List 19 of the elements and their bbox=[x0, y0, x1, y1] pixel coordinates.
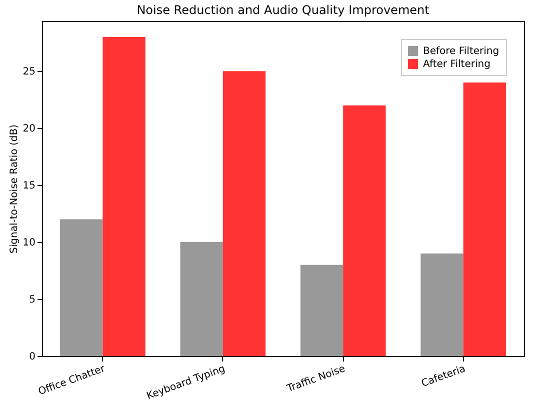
legend-label: Before Filtering bbox=[423, 46, 500, 57]
y-tick-label: 20 bbox=[22, 124, 36, 135]
bar bbox=[102, 36, 146, 356]
y-tick-label: 0 bbox=[29, 352, 36, 362]
x-tick-label: Traffic Noise bbox=[284, 364, 347, 396]
y-tick-label: 25 bbox=[22, 66, 36, 78]
bar bbox=[420, 253, 464, 356]
legend-label: After Filtering bbox=[423, 59, 490, 70]
bar bbox=[463, 82, 506, 356]
bar bbox=[60, 219, 103, 356]
bar bbox=[222, 71, 266, 356]
y-tick-label: 15 bbox=[22, 180, 36, 192]
bar bbox=[300, 264, 344, 356]
y-axis-title: Signal-to-Noise Ratio (dB) bbox=[8, 124, 20, 254]
y-tick-label: 5 bbox=[29, 294, 36, 306]
y-tick-label: 10 bbox=[22, 238, 36, 249]
bar bbox=[180, 242, 223, 356]
chart-title: Noise Reduction and Audio Quality Improvement bbox=[136, 3, 430, 17]
bar bbox=[343, 105, 386, 356]
